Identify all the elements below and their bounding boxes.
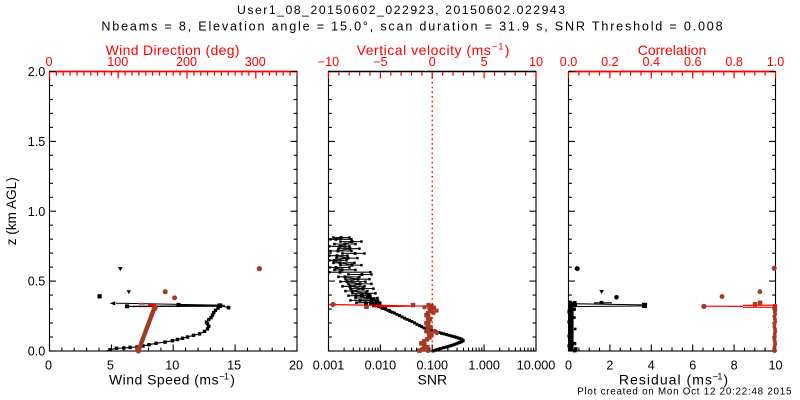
svg-text:SNR: SNR — [418, 372, 448, 388]
svg-text:0.100: 0.100 — [416, 359, 448, 373]
svg-text:4: 4 — [648, 359, 655, 373]
svg-text:): ) — [230, 372, 235, 388]
svg-text:0: 0 — [45, 55, 52, 69]
svg-text:−5: −5 — [373, 55, 387, 69]
svg-text:0.5: 0.5 — [28, 275, 46, 289]
svg-text:Wind Direction (deg): Wind Direction (deg) — [106, 42, 240, 58]
svg-text:0.6: 0.6 — [684, 55, 702, 69]
svg-text:Residual (ms: Residual (ms — [619, 372, 712, 388]
svg-text:1.0: 1.0 — [28, 205, 46, 219]
svg-text:0: 0 — [45, 359, 52, 373]
svg-text:0: 0 — [565, 359, 572, 373]
svg-text:1.0: 1.0 — [767, 55, 785, 69]
svg-text:100: 100 — [107, 55, 128, 69]
svg-text:−1: −1 — [219, 372, 229, 383]
svg-text:10: 10 — [165, 359, 179, 373]
svg-text:): ) — [505, 42, 510, 58]
svg-text:0.4: 0.4 — [643, 55, 661, 69]
svg-text:300: 300 — [245, 55, 266, 69]
svg-text:0.2: 0.2 — [601, 55, 619, 69]
svg-text:0: 0 — [429, 55, 436, 69]
svg-text:0.0: 0.0 — [28, 345, 46, 359]
svg-text:−1: −1 — [713, 372, 723, 383]
svg-text:0.001: 0.001 — [313, 359, 345, 373]
svg-text:): ) — [723, 372, 728, 388]
svg-text:0.0: 0.0 — [560, 55, 578, 69]
svg-text:15: 15 — [227, 359, 241, 373]
svg-text:6: 6 — [689, 359, 696, 373]
svg-text:−10: −10 — [318, 55, 339, 69]
svg-text:5: 5 — [107, 359, 114, 373]
svg-text:0.010: 0.010 — [365, 359, 397, 373]
svg-text:Correlation: Correlation — [638, 42, 706, 58]
svg-text:2: 2 — [606, 359, 613, 373]
svg-text:1.000: 1.000 — [468, 359, 500, 373]
svg-text:z (km AGL): z (km AGL) — [4, 177, 19, 245]
svg-text:Wind Speed (ms: Wind Speed (ms — [109, 372, 219, 388]
svg-text:2.0: 2.0 — [28, 65, 46, 79]
svg-text:20: 20 — [289, 359, 303, 373]
svg-text:10: 10 — [529, 55, 543, 69]
svg-text:200: 200 — [176, 55, 197, 69]
svg-text:Plot created on Mon Oct 12 20:: Plot created on Mon Oct 12 20:22:48 2015 — [577, 387, 792, 398]
svg-text:Nbeams = 8, Elevation angle =: Nbeams = 8, Elevation angle = 15.0°, sca… — [101, 19, 722, 33]
svg-text:10: 10 — [768, 359, 782, 373]
svg-text:1.5: 1.5 — [28, 135, 46, 149]
svg-text:5: 5 — [481, 55, 488, 69]
svg-text:User1_08_20150602_022923, 2015: User1_08_20150602_022923, 20150602.02294… — [237, 3, 565, 17]
svg-text:10.000: 10.000 — [517, 359, 556, 373]
svg-text:−1: −1 — [492, 42, 504, 53]
svg-text:Vertical velocity (ms: Vertical velocity (ms — [357, 42, 491, 58]
svg-text:8: 8 — [731, 359, 738, 373]
svg-text:0.8: 0.8 — [725, 55, 743, 69]
